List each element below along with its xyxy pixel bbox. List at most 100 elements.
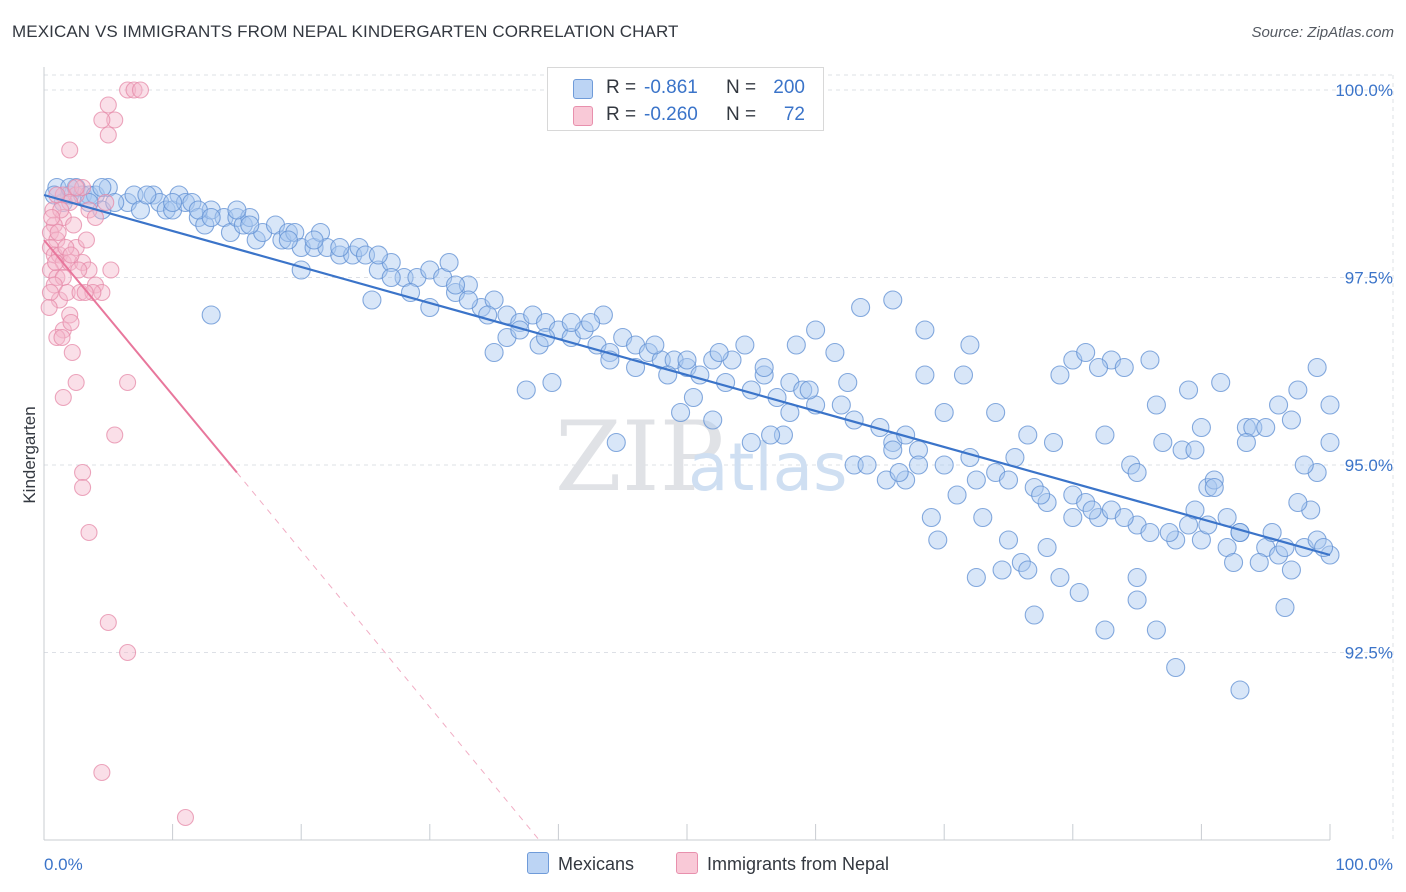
bottom-legend-swatch-pink	[676, 852, 698, 874]
bottom-legend-label: Immigrants from Nepal	[707, 854, 890, 874]
mexicans-point	[143, 185, 163, 205]
mexicans-point	[137, 185, 157, 205]
nepal-point	[76, 283, 94, 302]
mexicans-point	[741, 432, 761, 453]
mexicans-point	[420, 297, 440, 318]
nepal-point	[99, 613, 117, 632]
nepal-point	[176, 808, 195, 827]
x-tick-label: 100.0%	[1335, 855, 1393, 874]
mexicans-point	[1146, 620, 1166, 640]
mexicans-point	[458, 290, 478, 310]
mexicans-point	[915, 365, 935, 385]
mexicans-point	[883, 290, 903, 310]
mexicans-point	[703, 410, 723, 430]
nepal-point	[74, 178, 92, 197]
mexicans-point	[1294, 455, 1314, 475]
watermark: ZIP atlas	[555, 401, 848, 513]
mexicans-point	[227, 200, 247, 220]
mexicans-point	[445, 275, 466, 295]
mexicans-point	[1018, 425, 1038, 445]
nepal-point	[67, 178, 85, 197]
mexicans-point	[484, 342, 504, 363]
trend-lines	[43, 193, 1331, 841]
nepal-point	[65, 216, 83, 234]
y-tick-label: 92.5%	[1345, 644, 1393, 663]
mexicans-point	[998, 530, 1019, 550]
mexicans-point	[1018, 560, 1038, 580]
mexicans-point	[1236, 417, 1256, 438]
mexicans-point	[156, 200, 176, 220]
mexicans-point	[105, 192, 125, 213]
watermark-zip: ZIP	[555, 401, 724, 513]
mexicans-point	[1275, 597, 1295, 618]
mexicans-point	[889, 462, 909, 483]
mexicans-point	[1076, 492, 1096, 513]
legend-row-nepal: R = -0.260 N = 72	[548, 102, 823, 128]
nepal-point	[125, 81, 143, 99]
mexicans-point	[896, 425, 916, 445]
mexicans-point	[1050, 567, 1070, 588]
mexicans-point	[1153, 432, 1173, 453]
mexicans-point	[793, 380, 813, 400]
mexicans-point	[1166, 530, 1186, 550]
mexicans-point	[908, 455, 929, 475]
correlation-legend: R = -0.861 N = 200 R = -0.260 N = 72	[547, 67, 824, 131]
mexicans-point	[163, 192, 183, 213]
mexicans-point	[92, 177, 112, 198]
mexicans-point	[896, 470, 916, 490]
mexicans-point	[1211, 372, 1231, 393]
mexicans-point	[703, 350, 723, 370]
mexicans-point	[1185, 440, 1205, 460]
mexicans-point	[1069, 582, 1089, 603]
nepal-point	[99, 126, 117, 144]
mexicans-point	[1249, 552, 1269, 573]
mexicans-point	[1269, 395, 1289, 415]
mexicans-point	[580, 312, 601, 333]
nepal-point	[61, 141, 79, 159]
nepal-point	[54, 388, 72, 407]
mexicans-point	[1114, 357, 1134, 378]
mexicans-point	[1088, 357, 1109, 378]
mexicans-point	[908, 440, 929, 460]
mexicans-point	[934, 402, 954, 423]
nepal-point	[119, 81, 137, 99]
mexicans-point	[677, 350, 697, 370]
mexicans-point	[1185, 500, 1205, 520]
legend-r-label: R =	[606, 104, 637, 125]
mexicans-point	[381, 267, 401, 288]
mexicans-point	[947, 485, 967, 505]
y-tick-label: 95.0%	[1345, 456, 1393, 475]
mexicans-point	[542, 372, 562, 393]
nepal-point	[74, 478, 92, 497]
nepal-point	[62, 246, 80, 264]
mexicans-point	[1198, 477, 1218, 498]
mexicans-point	[1178, 380, 1199, 400]
mexicans-point	[986, 402, 1006, 423]
mexicans-point	[201, 305, 221, 325]
watermark-atlas: atlas	[688, 429, 848, 506]
nepal-point	[93, 111, 111, 129]
nepal-point	[97, 193, 115, 212]
mexicans-point	[1114, 507, 1134, 528]
mexicans-point	[735, 335, 755, 355]
nepal-point	[63, 343, 81, 362]
nepal-point	[131, 81, 149, 99]
mexicans-point	[1037, 492, 1057, 513]
mexicans-point	[716, 372, 736, 393]
nepal-point	[62, 313, 80, 332]
nepal-point	[74, 463, 92, 482]
mexicans-point	[1024, 605, 1044, 625]
mexicans-point	[606, 432, 626, 453]
nepal-point	[67, 373, 85, 392]
nepal-point	[80, 261, 98, 279]
nepal-point	[106, 426, 124, 444]
legend-n-label: N =	[726, 77, 757, 98]
mexicans-point	[330, 237, 350, 258]
y-tick-label: 100.0%	[1335, 81, 1393, 100]
mexicans-point	[529, 335, 549, 355]
mexicans-point	[1063, 507, 1083, 528]
mexicans-point	[921, 507, 941, 528]
mexicans-point	[1127, 567, 1147, 588]
mexicans-point	[1230, 680, 1250, 700]
